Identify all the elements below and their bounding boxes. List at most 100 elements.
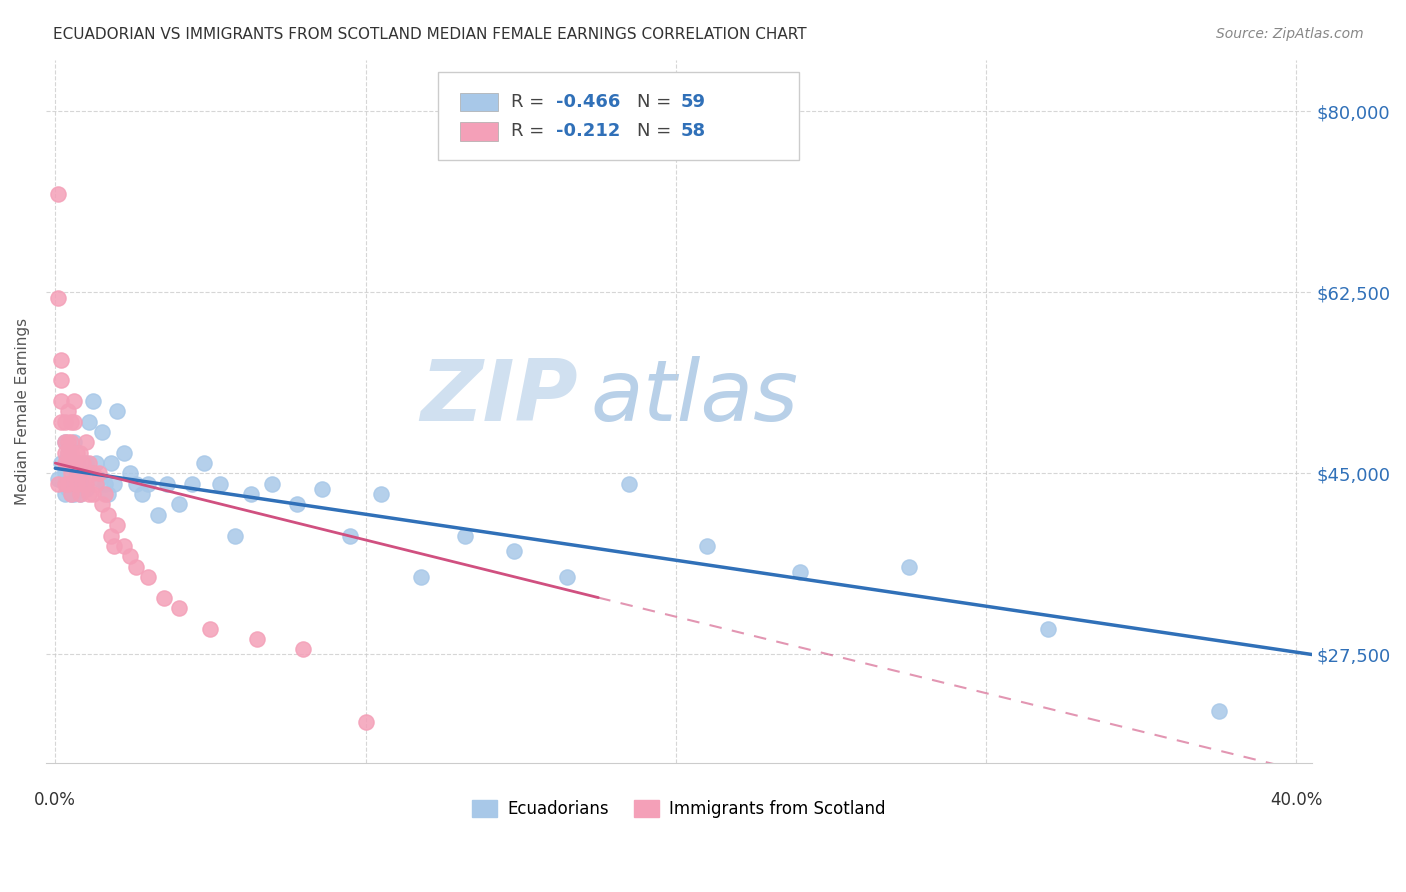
- Point: [94, 487, 117, 501]
- Point: [53, 435, 76, 450]
- Point: [125, 559, 148, 574]
- Point: [897, 559, 920, 574]
- Point: [66, 456, 89, 470]
- Point: [131, 487, 153, 501]
- Point: [53, 487, 76, 501]
- Text: -0.466: -0.466: [557, 93, 620, 111]
- Point: [169, 601, 191, 615]
- Point: [125, 476, 148, 491]
- Point: [72, 467, 94, 481]
- Text: atlas: atlas: [591, 356, 799, 439]
- Point: [370, 487, 392, 501]
- Point: [118, 549, 141, 564]
- Point: [239, 487, 262, 501]
- Point: [72, 456, 94, 470]
- Text: N =: N =: [637, 122, 678, 140]
- Point: [292, 642, 315, 657]
- Point: [56, 482, 79, 496]
- Point: [311, 482, 333, 496]
- Text: Source: ZipAtlas.com: Source: ZipAtlas.com: [1216, 27, 1364, 41]
- Text: ECUADORIAN VS IMMIGRANTS FROM SCOTLAND MEDIAN FEMALE EARNINGS CORRELATION CHART: ECUADORIAN VS IMMIGRANTS FROM SCOTLAND M…: [53, 27, 807, 42]
- Point: [66, 467, 89, 481]
- Point: [208, 476, 231, 491]
- Point: [59, 435, 82, 450]
- Point: [56, 476, 79, 491]
- Point: [59, 487, 82, 501]
- Point: [90, 425, 112, 439]
- Point: [56, 435, 79, 450]
- Point: [285, 498, 308, 512]
- Text: R =: R =: [510, 93, 550, 111]
- Point: [156, 476, 179, 491]
- Point: [69, 467, 91, 481]
- Point: [53, 446, 76, 460]
- Point: [53, 415, 76, 429]
- Point: [75, 482, 97, 496]
- Point: [90, 498, 112, 512]
- Point: [339, 528, 361, 542]
- Point: [66, 446, 89, 460]
- Point: [63, 456, 86, 470]
- Point: [105, 404, 128, 418]
- Point: [84, 456, 107, 470]
- Point: [59, 456, 82, 470]
- Point: [53, 467, 76, 481]
- Point: [112, 446, 135, 460]
- Point: [59, 446, 82, 460]
- Point: [112, 539, 135, 553]
- Point: [180, 476, 202, 491]
- Point: [69, 487, 91, 501]
- Point: [153, 591, 176, 605]
- Point: [51, 373, 73, 387]
- Point: [82, 487, 104, 501]
- Point: [105, 518, 128, 533]
- Point: [103, 476, 125, 491]
- Point: [48, 472, 70, 486]
- Point: [84, 476, 107, 491]
- FancyBboxPatch shape: [439, 71, 799, 160]
- Point: [56, 446, 79, 460]
- Point: [97, 487, 120, 501]
- Point: [79, 415, 101, 429]
- Point: [72, 482, 94, 496]
- Point: [63, 394, 86, 409]
- Point: [63, 415, 86, 429]
- Point: [619, 476, 641, 491]
- Point: [262, 476, 284, 491]
- Text: R =: R =: [510, 122, 550, 140]
- Text: ZIP: ZIP: [420, 356, 578, 439]
- Point: [193, 456, 215, 470]
- Point: [59, 456, 82, 470]
- Point: [82, 467, 104, 481]
- Point: [63, 487, 86, 501]
- Point: [79, 487, 101, 501]
- Point: [87, 472, 110, 486]
- Point: [200, 622, 222, 636]
- Point: [69, 446, 91, 460]
- Point: [411, 570, 433, 584]
- Point: [118, 467, 141, 481]
- Point: [59, 467, 82, 481]
- Point: [59, 476, 82, 491]
- Point: [94, 476, 117, 491]
- Point: [103, 539, 125, 553]
- Text: 59: 59: [681, 93, 706, 111]
- Point: [696, 539, 718, 553]
- Point: [75, 476, 97, 491]
- Point: [51, 352, 73, 367]
- Point: [454, 528, 477, 542]
- Point: [1208, 705, 1230, 719]
- Point: [224, 528, 246, 542]
- Point: [75, 456, 97, 470]
- Point: [100, 456, 122, 470]
- Text: 40.0%: 40.0%: [1270, 791, 1323, 809]
- Point: [97, 508, 120, 522]
- Point: [59, 487, 82, 501]
- Point: [66, 476, 89, 491]
- Point: [146, 508, 169, 522]
- Point: [51, 394, 73, 409]
- Point: [354, 714, 377, 729]
- Legend: Ecuadorians, Immigrants from Scotland: Ecuadorians, Immigrants from Scotland: [465, 794, 893, 825]
- Point: [48, 476, 70, 491]
- Point: [53, 456, 76, 470]
